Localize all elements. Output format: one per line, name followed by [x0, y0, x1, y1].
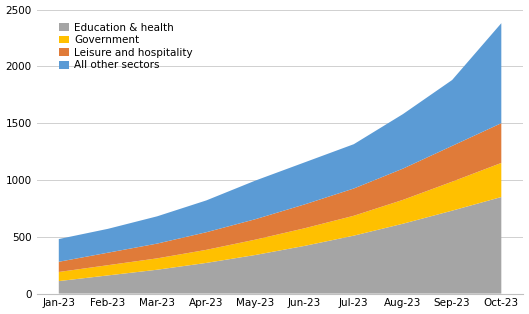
Legend: Education & health, Government, Leisure and hospitality, All other sectors: Education & health, Government, Leisure …: [57, 20, 195, 73]
